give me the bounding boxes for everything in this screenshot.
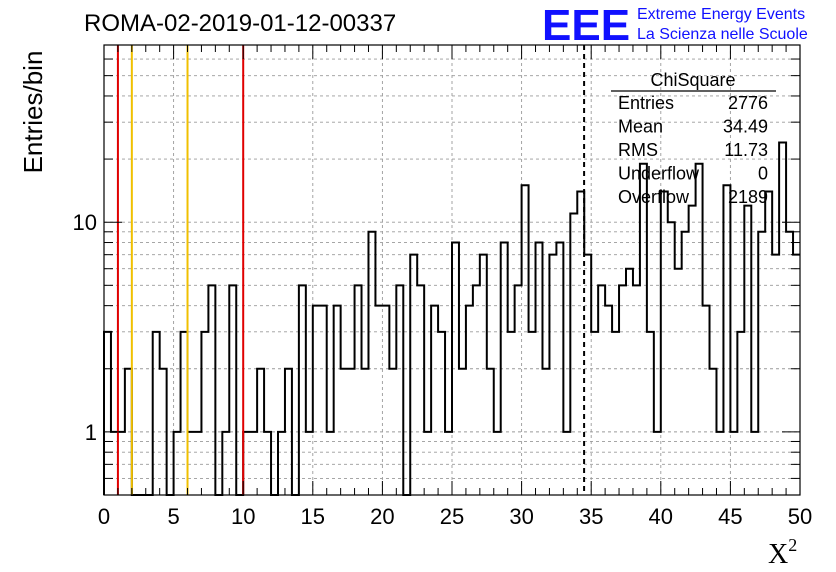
- stats-value: 2776: [728, 93, 768, 113]
- x-tick-label: 35: [579, 504, 603, 529]
- logo-line-2: La Scienza nelle Scuole: [637, 26, 808, 43]
- stats-title: ChiSquare: [650, 70, 735, 90]
- x-tick-label: 50: [788, 504, 812, 529]
- y-axis-label: Entries/bin: [18, 51, 48, 174]
- reference-lines: [116, 45, 586, 495]
- x-tick-label: 45: [718, 504, 742, 529]
- histogram-series: [103, 141, 800, 496]
- stats-value: 34.49: [723, 117, 768, 137]
- x-tick-label: 25: [440, 504, 464, 529]
- x-axis-label: X2: [768, 535, 797, 570]
- chart-title: ROMA-02-2019-01-12-00337: [84, 10, 396, 37]
- eee-logo: EEE Extreme Energy Events La Scienza nel…: [542, 1, 808, 50]
- stats-label: Mean: [618, 117, 663, 137]
- x-tick-label: 10: [231, 504, 255, 529]
- x-tick-label: 5: [167, 504, 179, 529]
- stats-label: Entries: [618, 93, 674, 113]
- x-tick-label: 30: [509, 504, 533, 529]
- stats-label: RMS: [618, 140, 658, 160]
- x-axis-label-base: X: [768, 539, 788, 570]
- stats-value: 2189: [728, 187, 768, 207]
- stats-value: 0: [758, 164, 768, 184]
- histogram-bars: [103, 141, 800, 496]
- logo-line-1: Extreme Energy Events: [637, 6, 805, 23]
- stats-value: 11.73: [724, 140, 768, 160]
- x-tick-label: 15: [301, 504, 325, 529]
- y-tick-label: 10: [73, 210, 97, 235]
- y-tick-label: 1: [85, 420, 97, 445]
- x-tick-label: 0: [98, 504, 110, 529]
- stats-label: Overflow: [618, 187, 690, 207]
- stats-label: Underflow: [618, 164, 700, 184]
- stats-box: ChiSquare Entries 2776 Mean 34.49 RMS 11.73 Un…: [611, 70, 776, 207]
- x-axis: 0 5 10 15 20 25 30 35 40 45 50: [98, 45, 812, 529]
- x-axis-label-superscript: 2: [788, 535, 797, 555]
- y-axis: 1 10: [73, 58, 800, 479]
- x-tick-label: 20: [370, 504, 394, 529]
- x-tick-label: 40: [649, 504, 673, 529]
- logo-mark: EEE: [542, 1, 630, 50]
